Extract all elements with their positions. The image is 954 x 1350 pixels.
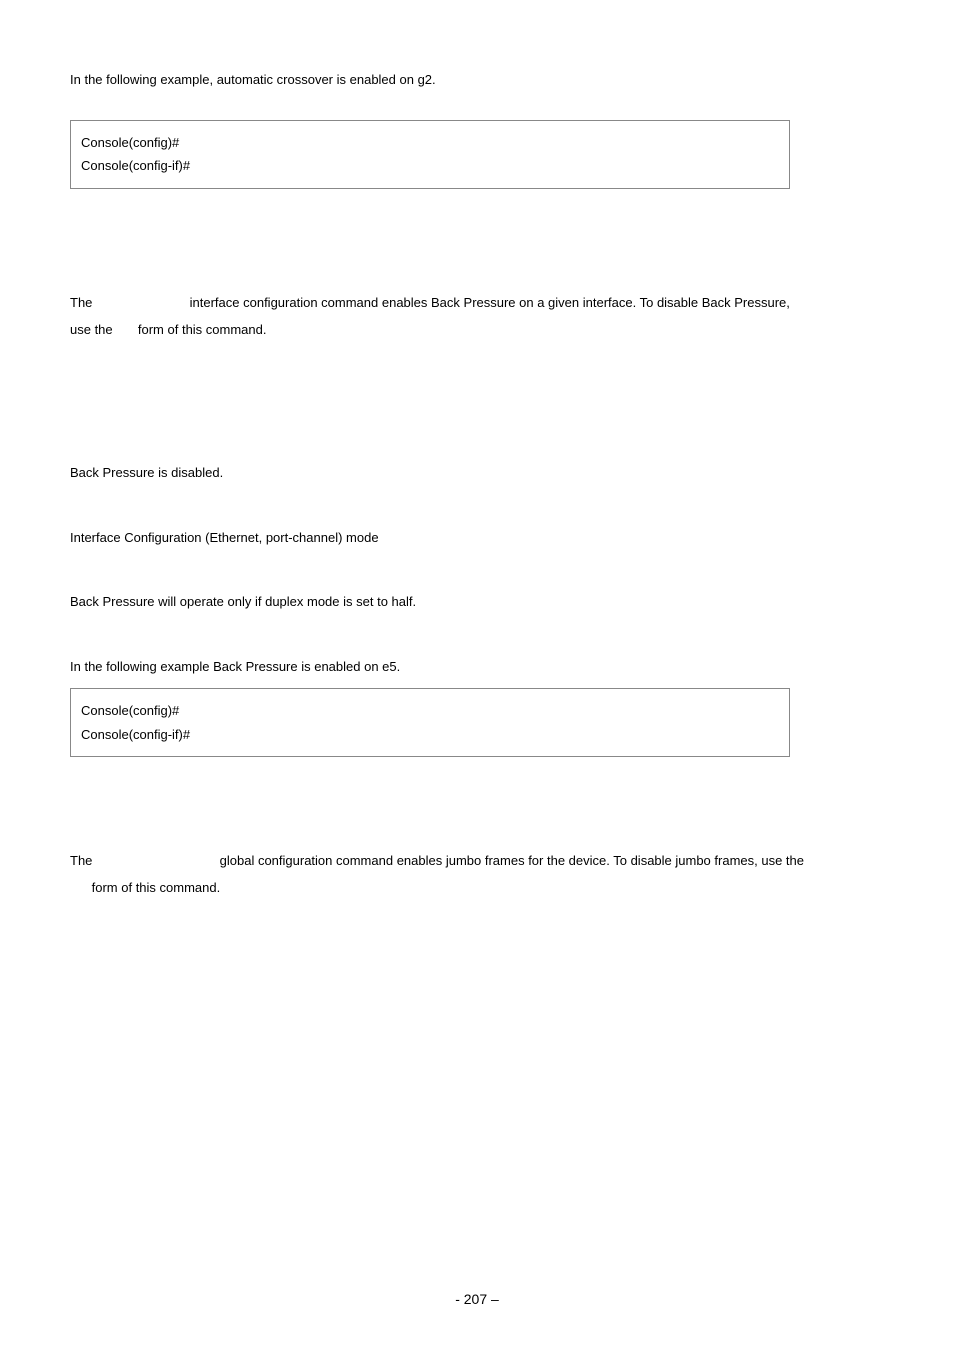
crossover-code-line-1: Console(config)#	[81, 133, 779, 153]
bp-desc-the: The	[70, 295, 96, 310]
backpressure-mode-text: Interface Configuration (Ethernet, port-…	[70, 528, 884, 548]
bp-code-line-2: Console(config-if)#	[81, 725, 779, 745]
backpressure-code-box: Console(config)# Console(config-if)#	[70, 688, 790, 757]
page-number: - 207 –	[455, 1291, 499, 1307]
jumbo-desc-post: form of this command.	[92, 880, 221, 895]
crossover-code-box: Console(config)# Console(config-if)#	[70, 120, 790, 189]
jumbo-desc-mid: global configuration command enables jum…	[220, 853, 804, 868]
bp-desc-use-the: use the	[70, 322, 116, 337]
backpressure-example-intro: In the following example Back Pressure i…	[70, 657, 884, 677]
jumbo-desc-the: The	[70, 853, 96, 868]
backpressure-description: The interface configuration command enab…	[70, 289, 884, 344]
crossover-intro-text: In the following example, automatic cros…	[70, 70, 884, 90]
page-footer: - 207 –	[0, 1289, 954, 1310]
page-container: In the following example, automatic cros…	[0, 0, 954, 1350]
bp-code-line-1: Console(config)#	[81, 701, 779, 721]
bp-desc-post: form of this command.	[138, 322, 267, 337]
backpressure-guideline-text: Back Pressure will operate only if duple…	[70, 592, 884, 612]
jumbo-description: The global configuration command enables…	[70, 847, 884, 902]
crossover-code-line-2: Console(config-if)#	[81, 156, 779, 176]
backpressure-default-text: Back Pressure is disabled.	[70, 463, 884, 483]
bp-desc-mid: interface configuration command enables …	[190, 295, 790, 310]
